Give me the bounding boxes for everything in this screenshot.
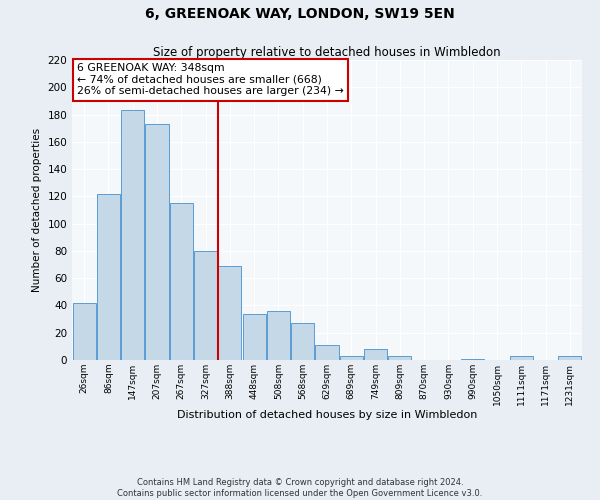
Text: Contains HM Land Registry data © Crown copyright and database right 2024.
Contai: Contains HM Land Registry data © Crown c… (118, 478, 482, 498)
Bar (316, 345, 338, 360)
Bar (218, 266, 241, 360)
Y-axis label: Number of detached properties: Number of detached properties (32, 128, 42, 292)
Bar (73, 302, 95, 360)
Bar (388, 356, 412, 360)
Bar (510, 356, 533, 360)
Bar (194, 251, 217, 360)
Text: 6, GREENOAK WAY, LONDON, SW19 5EN: 6, GREENOAK WAY, LONDON, SW19 5EN (145, 8, 455, 22)
Bar (559, 356, 581, 360)
Bar (121, 110, 144, 360)
X-axis label: Distribution of detached houses by size in Wimbledon: Distribution of detached houses by size … (177, 410, 477, 420)
Bar (242, 314, 266, 360)
Bar (364, 349, 387, 360)
Bar (461, 358, 484, 360)
Bar (340, 356, 363, 360)
Text: 6 GREENOAK WAY: 348sqm
← 74% of detached houses are smaller (668)
26% of semi-de: 6 GREENOAK WAY: 348sqm ← 74% of detached… (77, 63, 344, 96)
Bar (267, 311, 290, 360)
Title: Size of property relative to detached houses in Wimbledon: Size of property relative to detached ho… (153, 46, 501, 59)
Bar (170, 203, 193, 360)
Bar (97, 194, 120, 360)
Bar (145, 124, 169, 360)
Bar (291, 323, 314, 360)
